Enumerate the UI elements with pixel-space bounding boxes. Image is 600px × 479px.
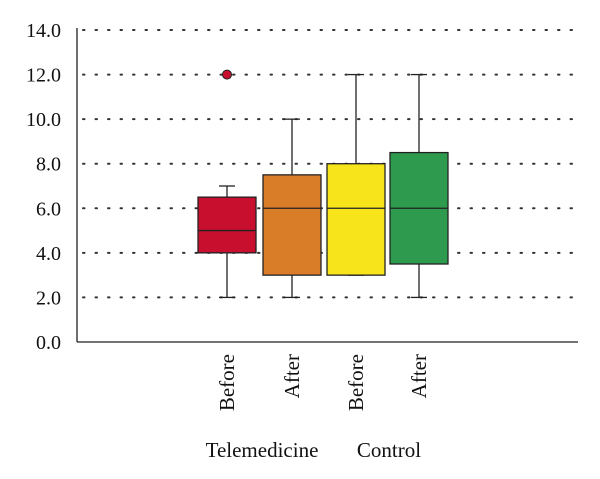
box-rect-0 xyxy=(197,196,257,254)
box-rect-2 xyxy=(326,163,386,276)
box-0 xyxy=(197,69,257,299)
boxes xyxy=(197,69,449,299)
outlier-0-0 xyxy=(222,69,232,80)
y-tick-labels: 0.0 2.0 4.0 6.0 8.0 10.0 12.0 14.0 xyxy=(26,20,61,354)
y-tick-label-4: 8.0 xyxy=(36,154,61,176)
y-tick-label-7: 14.0 xyxy=(26,20,61,42)
x-category-label-2: Before xyxy=(344,354,368,411)
x-category-label-3: After xyxy=(407,354,431,398)
x-category-label-0: Before xyxy=(215,354,239,411)
y-tick-label-6: 12.0 xyxy=(26,65,61,87)
y-tick-label-0: 0.0 xyxy=(36,332,61,354)
y-tick-label-1: 2.0 xyxy=(36,287,61,309)
y-tick-label-5: 10.0 xyxy=(26,109,61,131)
y-tick-label-3: 6.0 xyxy=(36,198,61,220)
x-category-labels: Before After Before After xyxy=(215,354,431,411)
group-label-control: Control xyxy=(357,438,421,462)
box-1 xyxy=(262,118,322,299)
box-rect-1 xyxy=(262,174,322,276)
group-label-telemedicine: Telemedicine xyxy=(206,438,319,462)
box-2 xyxy=(326,73,386,276)
box-3 xyxy=(389,73,449,299)
x-category-label-1: After xyxy=(280,354,304,398)
axes xyxy=(76,28,578,343)
y-tick-label-2: 4.0 xyxy=(36,243,61,265)
grid-lines xyxy=(82,29,579,299)
